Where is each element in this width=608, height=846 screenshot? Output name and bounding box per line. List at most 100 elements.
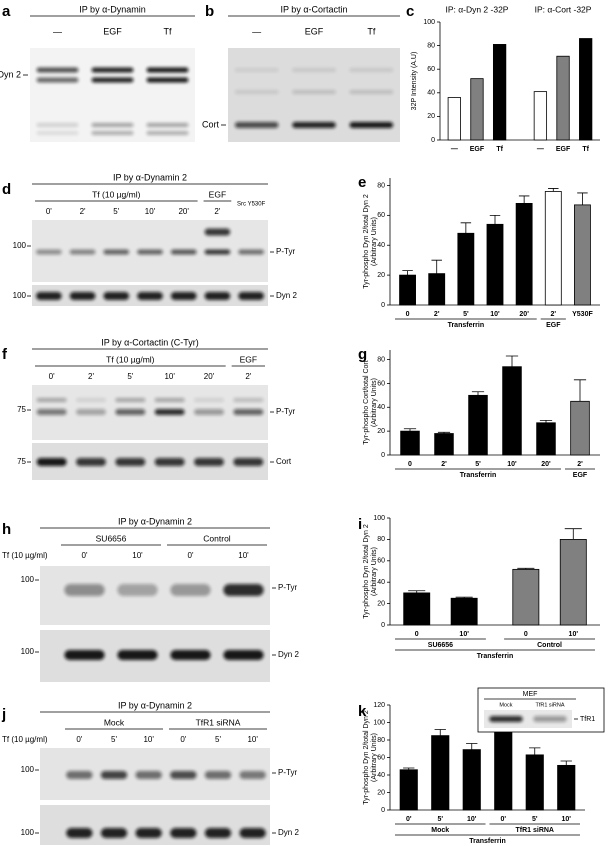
- lane-label: 0': [46, 207, 52, 216]
- group-label: Control: [537, 642, 562, 649]
- lane-label: 5': [111, 735, 117, 744]
- bar: [486, 223, 504, 306]
- group-label: EGF: [240, 354, 257, 364]
- band: [223, 650, 264, 660]
- bar: [400, 430, 420, 456]
- x-tick-label: 10': [507, 461, 517, 468]
- group-label: EGF: [546, 322, 561, 329]
- panel-letter: j: [1, 706, 6, 723]
- mw-marker: 100: [21, 765, 35, 774]
- mw-marker: 100: [21, 575, 35, 584]
- bar: [579, 38, 593, 141]
- lane-label: 2': [245, 372, 251, 381]
- x-tick-label: 0': [406, 816, 412, 823]
- blot-strip: [30, 48, 195, 142]
- x-tick-label: 2': [441, 461, 447, 468]
- band: [103, 292, 130, 300]
- y-tick-label: 0: [431, 137, 435, 144]
- inset-lane-label: TfR1 siRNA: [535, 702, 564, 708]
- band: [36, 67, 79, 73]
- blot-title: IP by α-Dynamin: [79, 4, 146, 14]
- inset-strip: [484, 710, 572, 728]
- y-axis-label: Tyr-phospho Dyn 2/total Dyn 2: [363, 710, 370, 805]
- band: [154, 458, 185, 466]
- row-label: Tf (10 µg/ml): [2, 551, 48, 560]
- band: [170, 292, 197, 300]
- lane-label: 10': [164, 372, 175, 381]
- y-tick-label: 0: [381, 302, 385, 309]
- group-label: Tf (10 µg/ml): [92, 189, 141, 199]
- error-bar: [564, 528, 582, 540]
- lane-label: 2': [80, 207, 86, 216]
- band: [135, 771, 162, 779]
- y-tick-label: 60: [377, 558, 385, 565]
- x-tick-label: 2': [577, 461, 583, 468]
- band: [204, 249, 231, 255]
- band: [238, 249, 264, 255]
- panel-letter: d: [2, 181, 11, 198]
- band: [170, 828, 197, 838]
- band: [36, 131, 79, 135]
- row-label: Tf (10 µg/ml): [2, 735, 48, 744]
- band: [36, 458, 67, 466]
- y-tick-label: 40: [377, 242, 385, 249]
- bar: [457, 232, 475, 306]
- band: [170, 249, 197, 255]
- band: [100, 828, 128, 838]
- group-label: Control: [203, 533, 231, 543]
- error-bar: [437, 431, 451, 434]
- y-tick-label: 40: [377, 579, 385, 586]
- y-tick-label: 40: [377, 772, 385, 779]
- y-tick-label: 60: [377, 754, 385, 761]
- y-axis-label: Tyr-phospho Cort/total Cort: [363, 360, 370, 444]
- lane-label: 20': [178, 207, 189, 216]
- lane-label: 0': [180, 735, 186, 744]
- bar: [399, 274, 416, 306]
- y-tick-label: 100: [373, 719, 385, 726]
- band: [292, 90, 336, 94]
- band-label: P-Tyr: [276, 247, 295, 256]
- band: [233, 398, 264, 402]
- x-tick-label: 10': [467, 816, 477, 823]
- band: [135, 828, 162, 838]
- band: [233, 409, 264, 415]
- band: [239, 828, 266, 838]
- band: [117, 650, 158, 660]
- band: [238, 292, 264, 300]
- band: [154, 409, 185, 415]
- band: [204, 828, 232, 838]
- error-bar: [431, 259, 442, 274]
- y-tick-label: 0: [381, 452, 385, 459]
- band: [76, 458, 106, 466]
- x-tick-label: 0: [408, 461, 412, 468]
- lane-label: 0': [76, 735, 82, 744]
- lane-label: 0': [82, 551, 88, 560]
- y-tick-label: 100: [423, 19, 435, 26]
- mw-marker: 100: [13, 291, 27, 300]
- error-bar: [560, 760, 572, 766]
- lane-label: 5': [127, 372, 133, 381]
- band: [194, 409, 224, 415]
- error-bar: [539, 419, 553, 423]
- y-tick-label: 80: [377, 182, 385, 189]
- group-label: Tf (10 µg/ml): [106, 354, 155, 364]
- y-tick-label: 40: [377, 404, 385, 411]
- error-bar: [471, 391, 485, 396]
- x-tick-label: 2': [434, 311, 440, 318]
- mw-marker: 75: [17, 457, 26, 466]
- x-tick-label: 20': [541, 461, 551, 468]
- y-tick-label: 60: [377, 380, 385, 387]
- band: [64, 650, 105, 660]
- bar: [533, 91, 548, 141]
- bar: [544, 191, 562, 306]
- y-tick-label: 0: [381, 622, 385, 629]
- bar: [525, 754, 544, 811]
- blot-title: IP by α-Dynamin 2: [118, 516, 192, 526]
- mw-marker: 100: [21, 647, 35, 656]
- band: [233, 458, 264, 466]
- panel-letter: f: [2, 346, 8, 363]
- band: [146, 67, 189, 73]
- x-axis-label: Transferrin: [477, 653, 514, 660]
- band: [154, 398, 185, 402]
- x-tick-label: EGF: [470, 146, 485, 153]
